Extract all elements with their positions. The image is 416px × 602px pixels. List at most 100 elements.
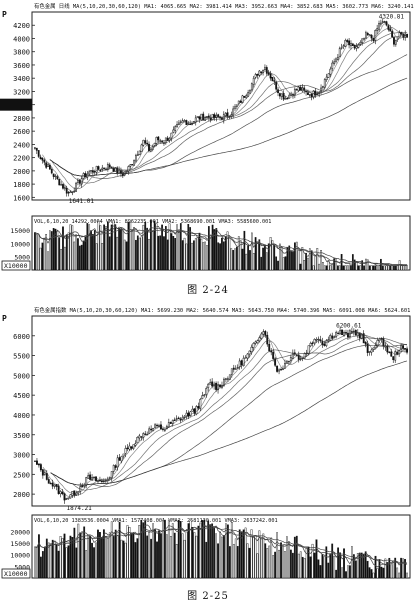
volume-bar xyxy=(101,537,103,579)
volume-bar xyxy=(93,230,96,271)
volume-bar xyxy=(310,250,313,271)
candle-body xyxy=(100,480,103,482)
volume-bar xyxy=(400,557,402,579)
volume-bar xyxy=(251,232,253,271)
volume-bar xyxy=(341,567,343,579)
candle-body xyxy=(322,86,324,88)
volume-bar xyxy=(135,239,137,271)
volume-bar xyxy=(196,237,199,271)
volume-bar xyxy=(288,541,290,579)
candle-body xyxy=(200,113,203,121)
volume-average-line xyxy=(34,524,408,568)
volume-bar xyxy=(85,550,88,579)
volume-bar xyxy=(82,240,85,271)
volume-bar xyxy=(127,221,130,271)
volume-bar xyxy=(343,548,345,579)
candle-body xyxy=(131,164,134,166)
candle-body xyxy=(59,491,62,495)
volume-bar xyxy=(264,244,266,271)
candle-body xyxy=(53,484,56,487)
volume-bar xyxy=(317,559,320,579)
volume-bar xyxy=(71,537,74,579)
volume-bar xyxy=(272,555,275,579)
volume-bar xyxy=(140,519,143,579)
volume-bar xyxy=(329,265,332,271)
volume-bar xyxy=(67,545,70,579)
volume-bar xyxy=(36,547,38,579)
volume-bar xyxy=(200,238,203,271)
candle-body xyxy=(199,398,202,409)
volume-bar xyxy=(142,224,145,271)
volume-bar xyxy=(120,228,122,271)
volume-bar xyxy=(116,535,119,579)
volume-tick-label: 5000 xyxy=(14,563,30,571)
volume-bar xyxy=(239,240,242,271)
candle-body xyxy=(172,129,175,133)
low-annotation: 1641.01 xyxy=(69,198,95,205)
volume-bar xyxy=(313,552,316,579)
price-plot-frame xyxy=(31,315,411,507)
volume-bar xyxy=(40,556,42,579)
volume-bar xyxy=(104,536,107,579)
candle-body xyxy=(138,435,141,439)
candle-body xyxy=(295,89,298,91)
candle-body xyxy=(237,100,240,105)
volume-bar xyxy=(49,230,51,271)
volume-bar xyxy=(102,529,105,579)
volume-bar xyxy=(222,241,225,271)
volume-bar xyxy=(404,558,406,579)
candle-body xyxy=(130,446,133,449)
volume-bar xyxy=(374,555,377,579)
candle-body xyxy=(381,21,384,23)
candle-body xyxy=(67,497,70,499)
volume-bar xyxy=(368,567,371,579)
candle-body xyxy=(88,171,91,175)
volume-bar xyxy=(238,529,241,579)
candle-body xyxy=(51,482,54,487)
volume-bar xyxy=(105,226,107,271)
volume-bar xyxy=(290,250,292,271)
volume-bar xyxy=(112,220,115,271)
candle-body xyxy=(351,43,354,47)
volume-average-line xyxy=(34,225,408,267)
volume-bar xyxy=(183,237,186,271)
volume-bar xyxy=(265,252,268,271)
candle-body xyxy=(57,485,60,494)
y-tick-label: 2000 xyxy=(13,491,30,499)
candle-body xyxy=(386,346,389,353)
y-tick-label: 3500 xyxy=(13,432,30,440)
candle-body xyxy=(342,45,345,48)
volume-tick-label: 5000 xyxy=(14,254,30,262)
volume-bar xyxy=(404,265,407,271)
y-tick-label: 5500 xyxy=(13,353,30,361)
candle-body xyxy=(378,23,380,30)
volume-bar xyxy=(333,258,335,271)
candle-body xyxy=(264,67,266,71)
candle-body xyxy=(89,474,92,480)
volume-bar xyxy=(381,265,384,271)
candle-body xyxy=(278,369,281,372)
candle-body xyxy=(124,448,127,454)
volume-bar xyxy=(301,247,304,271)
volume-bar xyxy=(191,242,193,271)
candle-body xyxy=(387,25,390,30)
moving-average-line xyxy=(49,77,408,177)
candle-body xyxy=(396,351,399,355)
volume-bar xyxy=(47,251,49,271)
candle-body xyxy=(314,90,317,96)
volume-bar xyxy=(56,231,59,271)
volume-bar xyxy=(114,529,117,579)
candle-body xyxy=(43,472,46,475)
candle-body xyxy=(156,424,158,427)
volume-bar xyxy=(335,569,338,579)
candle-body xyxy=(135,155,137,162)
volume-bar xyxy=(337,265,339,271)
candle-body xyxy=(189,411,192,416)
candle-body xyxy=(213,114,216,119)
candle-body xyxy=(232,367,235,370)
candle-body xyxy=(45,162,48,168)
candle-body xyxy=(65,498,68,500)
volume-bar xyxy=(217,543,219,579)
volume-bar xyxy=(228,546,231,579)
volume-bar xyxy=(38,534,40,579)
